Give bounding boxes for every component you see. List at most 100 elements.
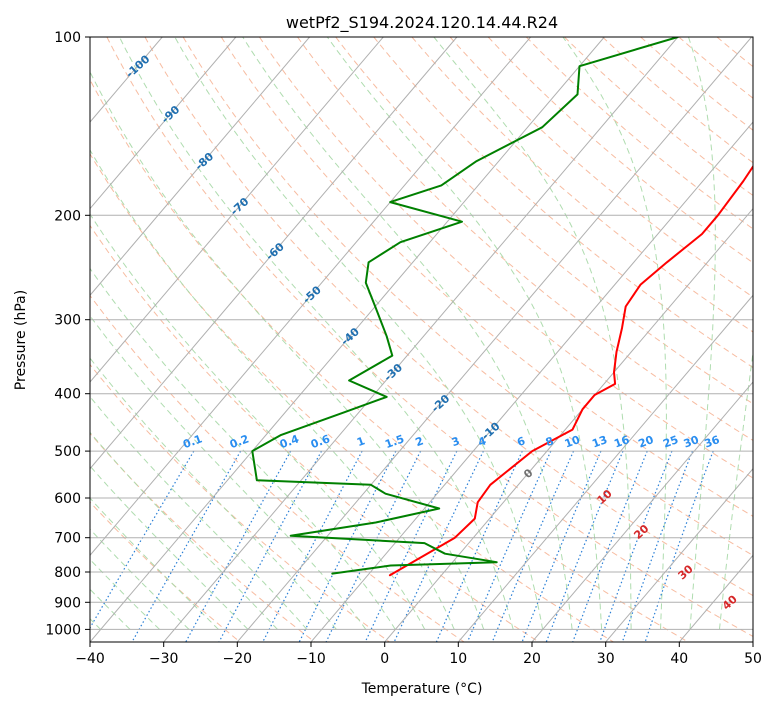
dry-adiabat [602,37,753,164]
mixing-ratio-label: 25 [661,433,680,450]
moist-adiabat [90,149,455,630]
y-axis-ticks: 100 200 300 400 500 600 700 800 900 1000 [45,30,90,638]
isotherm [384,207,753,642]
pressure-grid [90,37,753,630]
temperature-profile-line [388,164,753,577]
mixing-ratio-label: 4 [476,434,488,449]
moist-adiabat [118,37,514,630]
moist-adiabat [242,37,573,630]
x-tick-label: −40 [75,651,105,667]
x-tick-label: 0 [380,651,389,667]
dry-adiabat [182,37,753,557]
isotherm [90,37,531,557]
mixing-ratio-line [131,450,242,642]
dry-adiabat [220,37,753,517]
x-tick-label: −30 [149,651,179,667]
moist-adiabats [90,37,753,630]
mixing-ratio-line [298,450,397,642]
moist-adiabat [90,267,396,630]
moist-adiabat [90,314,367,630]
x-tick-label: 30 [597,651,615,667]
mixing-ratio-label: 0.2 [228,432,251,451]
y-tick-label: 900 [54,595,81,611]
mixing-ratio-label: 3 [450,434,462,449]
y-tick-label: 700 [54,531,81,547]
isotherm [90,37,605,642]
mixing-ratio-line [572,450,648,642]
mixing-ratio-label: 36 [703,433,722,451]
y-tick-label: 600 [54,491,81,507]
mixing-ratio-line [521,450,602,642]
moist-adiabat [90,395,308,630]
mixing-ratio-label: 8 [544,434,556,449]
moist-adiabat [174,37,544,630]
y-tick-label: 500 [54,444,81,460]
isotherm [90,37,310,297]
isotherms [90,37,753,642]
dry-adiabat [258,37,753,479]
dewpoint-profile-line [251,37,679,575]
mixing-ratio-line [325,450,422,642]
mixing-ratio-label: 0.4 [278,432,301,451]
dry-adiabat [144,37,753,597]
moist-adiabat [90,357,337,630]
x-tick-label: 20 [523,651,541,667]
moist-adiabat [562,37,667,630]
mixing-ratio-label: 0.6 [309,432,332,451]
y-tick-label: 400 [54,387,81,403]
profile-series [251,37,753,577]
mixing-ratio-line [621,450,693,642]
mixing-ratio-label: 16 [612,433,631,451]
dry-adiabat [449,37,753,298]
dry-adiabat [90,432,316,642]
x-tick-label: −20 [223,651,253,667]
x-tick-label: 50 [744,651,762,667]
mixing-ratio-label: 2 [414,434,426,449]
mixing-ratio-label: 30 [682,433,701,451]
dry-adiabat [564,37,753,197]
plot-frame [89,36,754,643]
mixing-ratio-line [599,450,673,642]
dry-adiabat [90,78,689,642]
moist-adiabat [90,465,249,630]
mixing-ratio-line [218,450,323,642]
mixing-ratio-label: 13 [590,433,609,450]
mixing-ratio-label: 10 [563,433,582,451]
mixing-ratio-label: 6 [515,434,527,449]
y-tick-label: 800 [54,565,81,581]
isotherm [236,37,752,642]
isotherm [531,381,753,642]
moist-adiabat [326,37,603,630]
mixing-ratio-label: 20 [637,433,656,451]
y-tick-label: 1000 [45,622,81,638]
dry-adiabat [106,37,753,638]
x-axis-ticks: −40 −30 −20 −10 0 10 20 30 40 50 [75,642,762,667]
chart-title: wetPf2_S194.2024.120.14.44.R24 [286,13,558,33]
isotherm [90,37,384,383]
x-tick-label: −10 [296,651,326,667]
isotherm [457,294,753,642]
moist-adiabat [90,213,426,630]
moist-adiabat [719,348,753,630]
x-tick-label: 40 [670,651,688,667]
mixing-ratio-lines [90,450,714,642]
isotherm [605,467,753,642]
moist-adiabat [433,37,632,630]
mixing-ratio-line [185,450,292,642]
y-tick-label: 100 [54,30,81,46]
isotherm [90,37,237,210]
x-tick-label: 10 [449,651,467,667]
moist-adiabat [688,37,716,630]
mixing-ratio-label: 0.1 [181,432,204,451]
y-axis-label: Pressure (hPa) [13,290,29,390]
moist-adiabat [90,70,485,630]
moist-adiabat [90,431,278,630]
isotherm [90,37,458,470]
y-tick-label: 300 [54,313,81,329]
y-tick-label: 200 [54,208,81,224]
x-axis-label: Temperature (°C) [361,681,483,697]
dry-adiabat [90,501,241,642]
mixing-ratio-line [364,450,458,642]
mixing-ratio-label: 1 [355,434,367,449]
